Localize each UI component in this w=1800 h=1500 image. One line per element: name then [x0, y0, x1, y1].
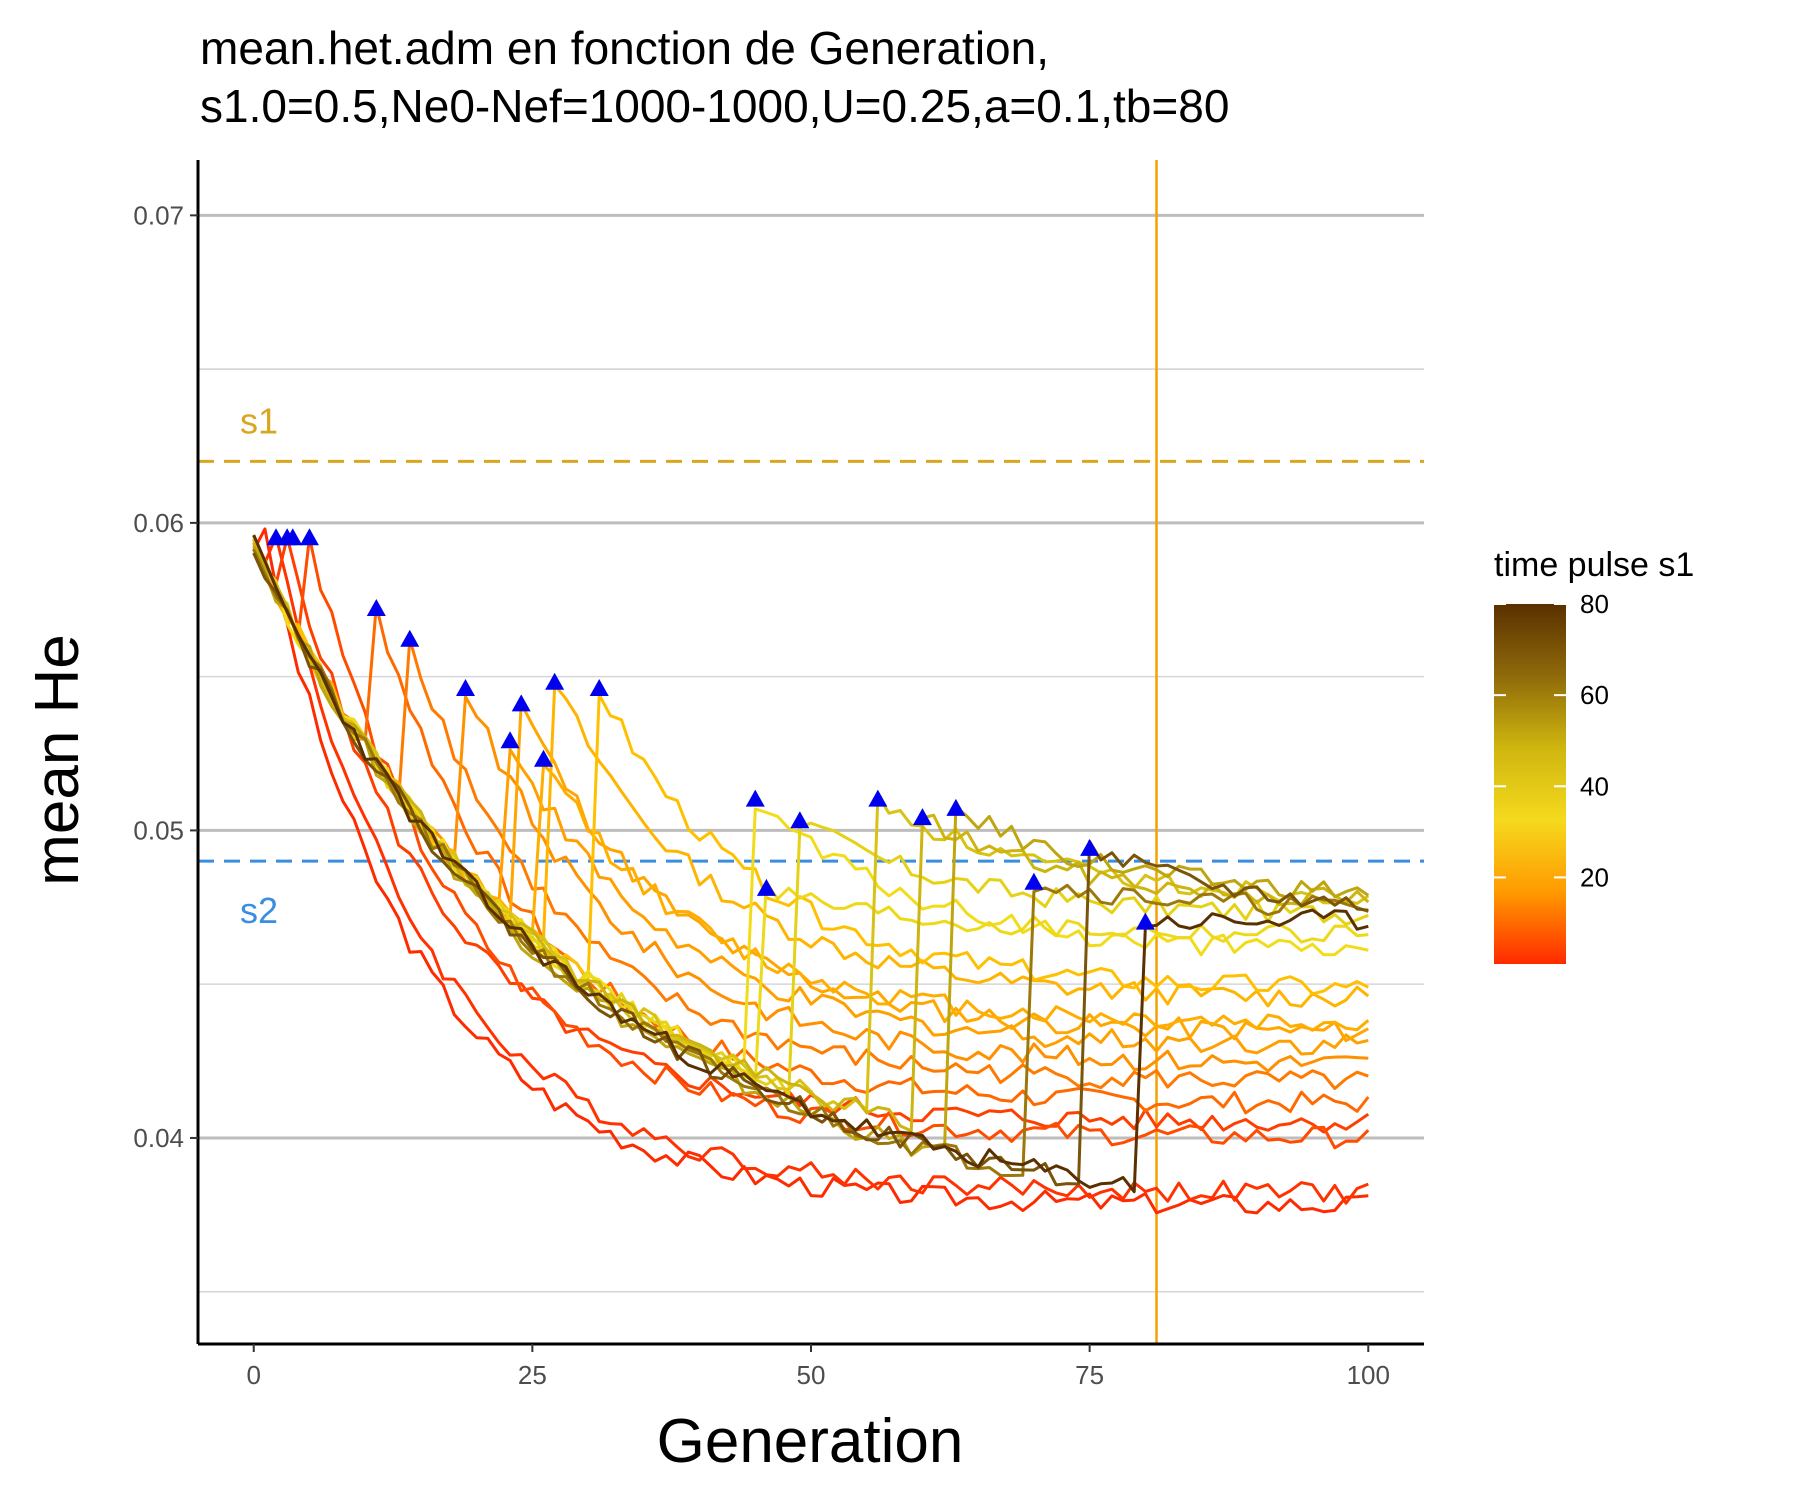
pulse-marker-16 — [912, 808, 932, 826]
ref-label-s2: s2 — [240, 890, 278, 931]
ref-label-s1: s1 — [240, 400, 278, 441]
y-axis-title: mean He — [23, 634, 92, 886]
pulse-marker-10 — [545, 672, 565, 690]
series-line-pulse-26 — [252, 538, 1370, 1032]
y-axis-ticks: 0.04 0.05 0.06 0.07 — [133, 200, 198, 1153]
pulse-marker-18 — [1024, 872, 1044, 890]
grid — [198, 213, 1424, 1293]
series-line-pulse-24 — [252, 535, 1370, 1043]
pulse-marker-11 — [589, 678, 609, 696]
pulse-marker-7 — [500, 731, 520, 749]
y-tick-label-1: 0.05 — [133, 815, 184, 845]
pulse-marker-20 — [1135, 912, 1155, 930]
x-tick-label-3: 75 — [1075, 1360, 1104, 1390]
pulse-marker-14 — [790, 811, 810, 829]
x-tick-label-0: 0 — [246, 1360, 260, 1390]
pulse-marker-9 — [534, 749, 554, 767]
pulse-marker-8 — [511, 694, 531, 712]
x-axis-ticks: 0 25 50 75 100 — [246, 1344, 1390, 1390]
pulse-marker-15 — [868, 789, 888, 807]
colorbar-tick-label-2: 60 — [1580, 680, 1609, 710]
pulse-marker-12 — [745, 789, 765, 807]
chart-subtitle: s1.0=0.5,Ne0-Nef=1000-1000,U=0.25,a=0.1,… — [200, 80, 1229, 132]
series-line-pulse-14 — [252, 545, 1369, 1090]
y-tick-label-2: 0.06 — [133, 508, 184, 538]
x-tick-label-4: 100 — [1347, 1360, 1390, 1390]
series-lines — [252, 527, 1370, 1215]
series-line-pulse-80 — [252, 534, 1369, 1194]
series-line-pulse-23 — [252, 552, 1369, 1056]
pulse-marker-5 — [400, 629, 420, 647]
axes — [196, 160, 1424, 1346]
colorbar-ticks: 20 40 60 80 — [1494, 589, 1609, 892]
series-line-pulse-11 — [252, 542, 1370, 1115]
y-tick-label-3: 0.07 — [133, 200, 184, 230]
series-line-pulse-1 — [252, 527, 1369, 1215]
pulse-marker-13 — [756, 878, 776, 896]
pulse-marker-3 — [299, 528, 319, 546]
colorbar-legend: time pulse s1 20 40 60 80 — [1494, 546, 1694, 964]
colorbar-tick-label-3: 80 — [1580, 589, 1609, 619]
series-line-pulse-60 — [252, 541, 1370, 1133]
series-line-pulse-5 — [252, 535, 1370, 1150]
series-line-pulse-19 — [252, 549, 1369, 1073]
y-tick-label-0: 0.04 — [133, 1123, 184, 1153]
colorbar-gradient — [1494, 604, 1566, 964]
pulse-markers — [266, 528, 1155, 930]
chart-title: mean.het.adm en fonction de Generation, — [200, 22, 1049, 74]
series-line-pulse-2 — [252, 534, 1369, 1205]
reference-lines: s1 s2 — [198, 160, 1424, 1344]
pulse-marker-6 — [455, 678, 475, 696]
colorbar-title: time pulse s1 — [1494, 546, 1694, 584]
pulse-marker-19 — [1080, 838, 1100, 856]
x-axis-title: Generation — [657, 1407, 964, 1476]
colorbar-tick-label-1: 40 — [1580, 771, 1609, 801]
colorbar-tick-label-0: 20 — [1580, 862, 1609, 892]
pulse-marker-17 — [946, 798, 966, 816]
pulse-marker-4 — [366, 598, 386, 616]
x-tick-label-2: 50 — [797, 1360, 826, 1390]
x-tick-label-1: 25 — [518, 1360, 547, 1390]
pulse-marker-2 — [283, 528, 303, 546]
